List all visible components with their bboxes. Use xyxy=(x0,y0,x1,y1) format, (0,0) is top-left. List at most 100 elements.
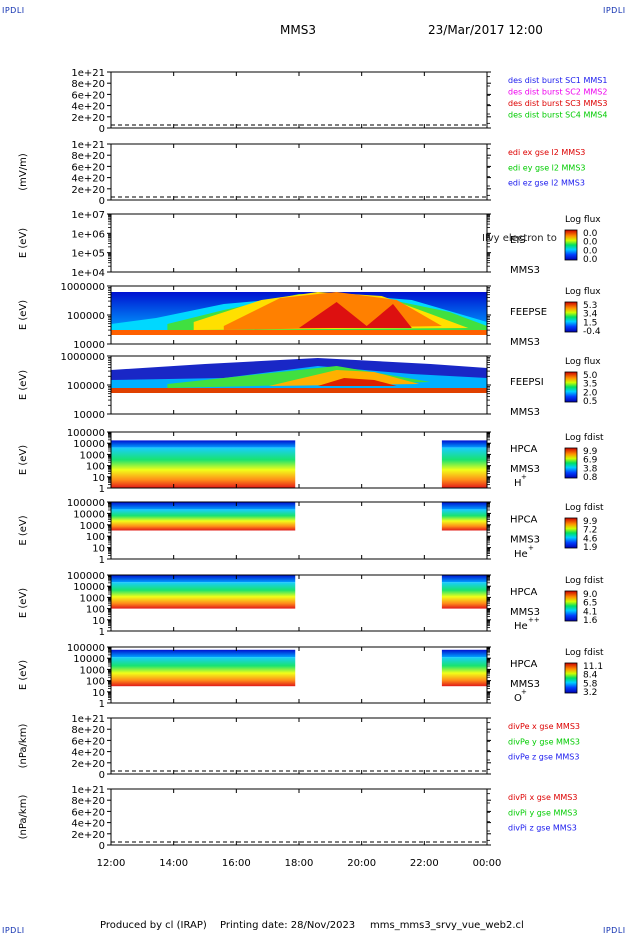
header-spacecraft: MMS3 xyxy=(280,23,316,37)
spectrogram-band-high-energy xyxy=(111,502,296,510)
y-tick-label: 1 xyxy=(99,627,105,638)
species-label: H xyxy=(514,478,522,489)
y-tick-label: 1e+06 xyxy=(71,229,105,240)
y-tick-label: 1 xyxy=(99,699,105,710)
spectrogram-low-energy-edge xyxy=(111,388,487,393)
y-tick-label: 100 xyxy=(86,605,105,616)
y-tick-label: 1e+05 xyxy=(71,249,105,260)
colorbar-tick-label: 8.4 xyxy=(583,671,598,681)
colorbar xyxy=(564,371,578,403)
y-tick-label: 1e+21 xyxy=(71,140,105,151)
colorbar-tick-label: 0.0 xyxy=(583,246,598,256)
y-tick-label: 0 xyxy=(99,196,105,207)
legend-entry: divPi z gse MMS3 xyxy=(508,824,577,833)
species-charge-label: + xyxy=(521,473,527,481)
colorbar-tick-label: 4.6 xyxy=(583,534,598,544)
instrument-label: FEEPSE xyxy=(510,307,547,318)
y-tick-label: 1000 xyxy=(80,665,105,676)
species-label: He xyxy=(514,621,528,632)
colorbar-tick-label: 6.5 xyxy=(583,599,597,609)
spectrogram-band-high-energy xyxy=(441,575,487,583)
corner-label-bottom-right: IPDLI xyxy=(603,926,626,935)
y-axis-label: (nPa/km) xyxy=(18,724,29,769)
colorbar-tick-label: 9.9 xyxy=(583,447,598,457)
y-tick-label: 10000 xyxy=(73,509,105,520)
colorbar xyxy=(564,590,578,622)
spectrogram-band-high-energy xyxy=(111,575,296,583)
y-tick-label: 1e+21 xyxy=(71,68,105,79)
legend-entry: des dist burst SC2 MMS2 xyxy=(508,88,607,97)
y-tick-label: 4e+20 xyxy=(71,102,105,113)
colorbar-tick-label: 2.0 xyxy=(583,388,598,398)
colorbar-title: Log flux xyxy=(565,357,601,367)
legend-entry: divPi x gse MMS3 xyxy=(508,793,577,802)
instrument-label: HPCA xyxy=(510,444,538,455)
y-tick-label: 1000 xyxy=(80,521,105,532)
y-tick-label: 2e+20 xyxy=(71,830,105,841)
y-axis-label: E (eV) xyxy=(18,300,29,330)
y-tick-label: 6e+20 xyxy=(71,162,105,173)
y-tick-label: 10 xyxy=(92,544,105,555)
instrument-label: HPCA xyxy=(510,587,538,598)
panel-eis: 1e+07 1e+06 1e+05 1e+04 E (eV) EIS MMS3 Ilvy el… xyxy=(18,210,601,279)
y-tick-label: 10 xyxy=(92,688,105,699)
y-tick-label: 100000 xyxy=(67,643,105,654)
spectrogram-band-high-energy xyxy=(441,649,487,658)
spacecraft-label: MMS3 xyxy=(510,607,540,618)
time-tick-label: 16:00 xyxy=(222,858,251,869)
colorbar-tick-label: 3.2 xyxy=(583,688,597,698)
colorbar-title: Log flux xyxy=(565,215,601,225)
y-tick-label: 1000 xyxy=(80,593,105,604)
y-tick-label: 1e+07 xyxy=(71,210,105,221)
colorbar xyxy=(564,662,578,694)
y-tick-label: 10 xyxy=(92,473,105,484)
colorbar-tick-label: 7.2 xyxy=(583,526,597,536)
spectrogram-band-high-energy xyxy=(111,440,296,448)
y-tick-label: 4e+20 xyxy=(71,174,105,185)
colorbar-title: Log fdist xyxy=(565,503,604,513)
y-tick-label: 1000 xyxy=(80,450,105,461)
y-tick-label: 10000 xyxy=(73,439,105,450)
y-tick-label: 6e+20 xyxy=(71,807,105,818)
spacecraft-label: MMS3 xyxy=(510,337,540,348)
spectrogram-band xyxy=(441,447,487,488)
y-tick-label: 1e+21 xyxy=(71,714,105,725)
y-tick-label: 10000 xyxy=(73,654,105,665)
time-tick-label: 22:00 xyxy=(410,858,439,869)
colorbar-tick-label: 3.4 xyxy=(583,310,598,320)
panel-frame xyxy=(110,213,488,273)
y-tick-label: 100 xyxy=(86,532,105,543)
y-tick-label: 1000000 xyxy=(60,352,105,363)
legend-entry: divPe z gse MMS3 xyxy=(508,753,579,762)
colorbar-tick-label: 0.0 xyxy=(583,238,598,248)
y-tick-label: 100000 xyxy=(67,428,105,439)
y-tick-label: 0 xyxy=(99,124,105,135)
panel-frame xyxy=(110,717,488,775)
colorbar xyxy=(564,229,578,261)
colorbar-tick-label: 1.9 xyxy=(583,543,598,553)
colorbar-tick-label: 1.6 xyxy=(583,616,598,626)
spacecraft-label: MMS3 xyxy=(510,679,540,690)
y-tick-label: 10000 xyxy=(73,582,105,593)
legend-entry: divPi y gse MMS3 xyxy=(508,808,577,817)
panel-feepse: 1000000 100000 10000 E (eV) FEEPSE MMS3 Log fl… xyxy=(18,282,601,351)
y-tick-label: 100000 xyxy=(67,311,105,322)
colorbar-tick-label: 0.8 xyxy=(583,473,598,483)
spectrogram-band-high-energy xyxy=(441,440,487,448)
colorbar xyxy=(564,447,578,479)
y-tick-label: 1e+04 xyxy=(71,268,105,279)
y-tick-label: 4e+20 xyxy=(71,819,105,830)
panel-frame xyxy=(110,788,488,846)
panel-feepsi: 1000000 100000 10000 E (eV) FEEPSI MMS3 Log fl… xyxy=(18,352,601,421)
y-axis-label: (mV/m) xyxy=(18,153,29,191)
legend-entry: des dist burst SC4 MMS4 xyxy=(508,111,607,120)
y-axis-label: E (eV) xyxy=(18,445,29,475)
y-tick-label: 100 xyxy=(86,462,105,473)
spectrogram-band xyxy=(111,582,296,609)
colorbar-title: Log flux xyxy=(565,287,601,297)
legend-entry: edi ex gse l2 MMS3 xyxy=(508,148,585,157)
